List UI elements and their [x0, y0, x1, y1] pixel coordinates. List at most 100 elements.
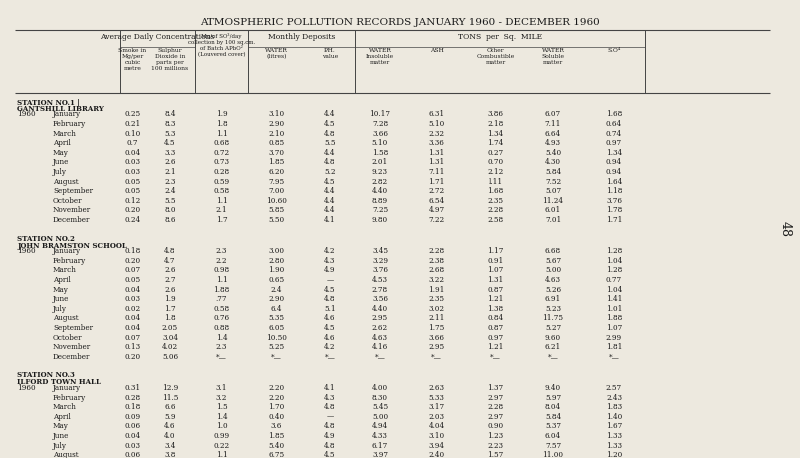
Text: 7.22: 7.22	[429, 216, 445, 224]
Text: 1.37: 1.37	[487, 384, 503, 392]
Text: 4.2: 4.2	[324, 343, 336, 351]
Text: January: January	[53, 110, 81, 119]
Text: August: August	[53, 451, 78, 458]
Text: 2.97: 2.97	[487, 413, 503, 421]
Text: JOHN BRAMSTON SCHOOL: JOHN BRAMSTON SCHOOL	[17, 242, 127, 250]
Text: 0.64: 0.64	[606, 120, 622, 128]
Text: 6.07: 6.07	[545, 110, 561, 119]
Text: 4.53: 4.53	[372, 276, 388, 284]
Text: 0.24: 0.24	[125, 216, 141, 224]
Text: 1.57: 1.57	[487, 451, 504, 458]
Text: 5.5: 5.5	[324, 139, 336, 147]
Text: 11.5: 11.5	[162, 393, 178, 402]
Text: September: September	[53, 187, 93, 195]
Text: 2.12: 2.12	[487, 168, 504, 176]
Text: 3.22: 3.22	[429, 276, 445, 284]
Text: 7.11: 7.11	[545, 120, 561, 128]
Text: 1.7: 1.7	[164, 305, 176, 313]
Text: 1960: 1960	[17, 110, 36, 119]
Text: April: April	[53, 413, 71, 421]
Text: 7.28: 7.28	[372, 120, 388, 128]
Text: 11.00: 11.00	[542, 451, 563, 458]
Text: 4.0: 4.0	[164, 432, 176, 440]
Text: 0.12: 0.12	[124, 197, 141, 205]
Text: 1.85: 1.85	[268, 432, 285, 440]
Text: Mg/of SO³/day
collection by 100 sq.cm.
of Batch APbO²
(Louvered cover): Mg/of SO³/day collection by 100 sq.cm. o…	[188, 33, 255, 57]
Text: 8.3: 8.3	[164, 120, 176, 128]
Text: 0.68: 0.68	[214, 139, 230, 147]
Text: 1.41: 1.41	[606, 295, 622, 303]
Text: 0.05: 0.05	[125, 187, 141, 195]
Text: ASH: ASH	[430, 48, 443, 53]
Text: 1.78: 1.78	[606, 207, 622, 214]
Text: 3.29: 3.29	[372, 257, 388, 265]
Text: December: December	[53, 216, 90, 224]
Text: GANTSHILL LIBRARY: GANTSHILL LIBRARY	[17, 105, 104, 113]
Text: 5.9: 5.9	[164, 413, 176, 421]
Text: 2.95: 2.95	[429, 343, 445, 351]
Text: 4.8: 4.8	[324, 422, 336, 431]
Text: 0.27: 0.27	[487, 149, 503, 157]
Text: 5.84: 5.84	[545, 168, 561, 176]
Text: July: July	[53, 442, 67, 449]
Text: 2.4: 2.4	[270, 286, 282, 294]
Text: 5.2: 5.2	[324, 168, 336, 176]
Text: 1960: 1960	[17, 247, 36, 255]
Text: 8.4: 8.4	[164, 110, 176, 119]
Text: 0.13: 0.13	[125, 343, 141, 351]
Text: 1.7: 1.7	[216, 216, 227, 224]
Text: 2.57: 2.57	[606, 384, 622, 392]
Text: 2.03: 2.03	[429, 413, 445, 421]
Text: 0.88: 0.88	[214, 324, 230, 332]
Text: 6.54: 6.54	[429, 197, 445, 205]
Text: 5.06: 5.06	[162, 353, 178, 361]
Text: July: July	[53, 305, 67, 313]
Text: 5.45: 5.45	[372, 403, 388, 411]
Text: 6.91: 6.91	[545, 295, 561, 303]
Text: 2.05: 2.05	[162, 324, 178, 332]
Text: 6.68: 6.68	[545, 247, 561, 255]
Text: 0.31: 0.31	[125, 384, 141, 392]
Text: 1.83: 1.83	[606, 403, 622, 411]
Text: 5.33: 5.33	[429, 393, 445, 402]
Text: .77: .77	[216, 295, 227, 303]
Text: 2.78: 2.78	[372, 286, 388, 294]
Text: 5.23: 5.23	[545, 305, 561, 313]
Text: Sulphur
Dioxide in
parts per
100 millions: Sulphur Dioxide in parts per 100 million…	[151, 48, 189, 71]
Text: 2.28: 2.28	[487, 403, 503, 411]
Text: 1.81: 1.81	[606, 343, 622, 351]
Text: 3.8: 3.8	[164, 451, 176, 458]
Text: 2.3: 2.3	[164, 178, 176, 185]
Text: 5.40: 5.40	[269, 442, 285, 449]
Text: 2.3: 2.3	[216, 247, 227, 255]
Text: 1.9: 1.9	[216, 110, 227, 119]
Text: 1.88: 1.88	[606, 314, 622, 322]
Text: 4.93: 4.93	[545, 139, 561, 147]
Text: 2.68: 2.68	[429, 267, 445, 274]
Text: 0.97: 0.97	[606, 139, 622, 147]
Text: April: April	[53, 276, 71, 284]
Text: 3.76: 3.76	[372, 267, 388, 274]
Text: 2.23: 2.23	[487, 442, 503, 449]
Text: 1.31: 1.31	[428, 158, 445, 167]
Text: 0.87: 0.87	[487, 286, 503, 294]
Text: 0.22: 0.22	[214, 442, 230, 449]
Text: 2.4: 2.4	[164, 187, 176, 195]
Text: 2.97: 2.97	[487, 393, 503, 402]
Text: 3.3: 3.3	[164, 149, 176, 157]
Text: 1.74: 1.74	[487, 139, 504, 147]
Text: 4.5: 4.5	[324, 120, 336, 128]
Text: *—: *—	[431, 353, 442, 361]
Text: 4.1: 4.1	[324, 384, 336, 392]
Text: 1.28: 1.28	[606, 247, 622, 255]
Text: 9.23: 9.23	[372, 168, 388, 176]
Text: May: May	[53, 422, 69, 431]
Text: 5.07: 5.07	[545, 187, 561, 195]
Text: 3.66: 3.66	[372, 130, 388, 138]
Text: October: October	[53, 333, 82, 342]
Text: 2.3: 2.3	[216, 343, 227, 351]
Text: 1.9: 1.9	[164, 295, 176, 303]
Text: 4.6: 4.6	[324, 314, 336, 322]
Text: 6.64: 6.64	[545, 130, 561, 138]
Text: 3.6: 3.6	[271, 422, 282, 431]
